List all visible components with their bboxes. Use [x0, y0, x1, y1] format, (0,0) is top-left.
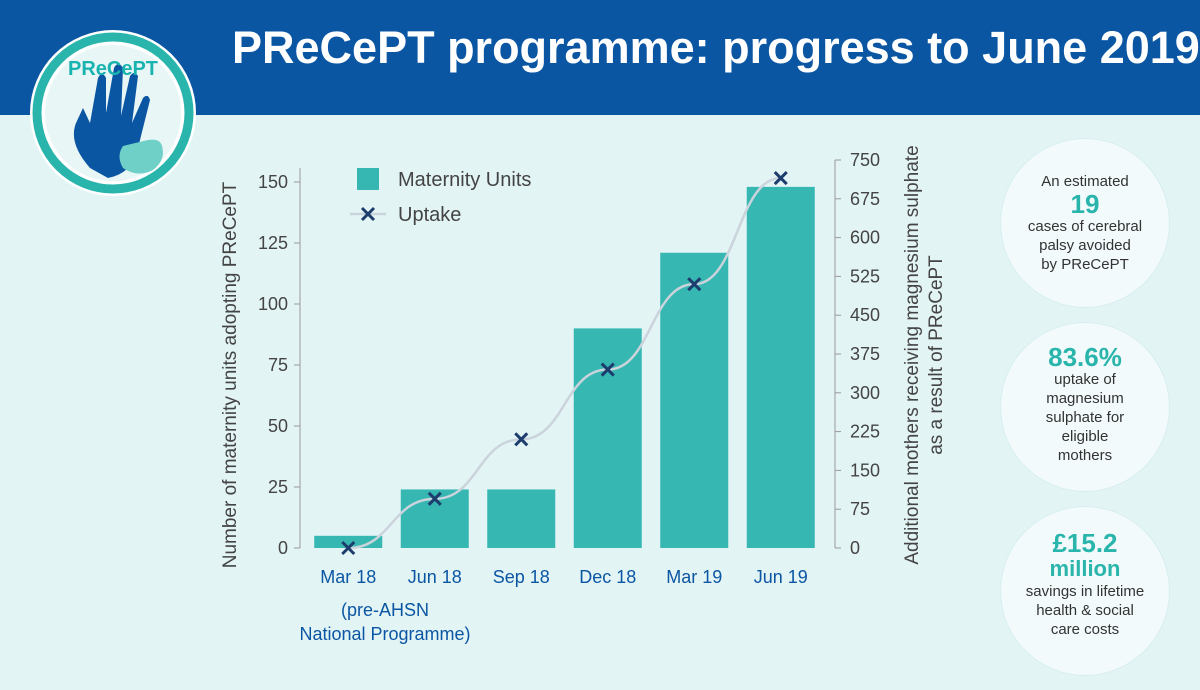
stat-value: 83.6% [1048, 342, 1122, 372]
stat-value: 19 [1070, 189, 1100, 219]
y2-tick-label: 450 [850, 305, 880, 325]
y2-tick-label: 600 [850, 228, 880, 248]
uptake-marker [687, 277, 702, 292]
y2-tick-label: 0 [850, 538, 860, 558]
y2-tick-label: 225 [850, 422, 880, 442]
y-tick-label: 25 [268, 477, 288, 497]
stat-text-1: savings in lifetime [1025, 583, 1145, 600]
y2-tick-label: 150 [850, 460, 880, 480]
uptake-marker [427, 491, 442, 506]
y2-tick-label: 525 [850, 266, 880, 286]
x-tick-label: Mar 19 [666, 567, 722, 587]
x-tick-label: Jun 19 [754, 567, 808, 587]
y2-tick-label: 375 [850, 344, 880, 364]
footnote-line-1: (pre-AHSN [340, 600, 429, 620]
uptake-marker-stroke [427, 491, 442, 506]
stat-text-2: health & social [1036, 602, 1134, 619]
y-tick-label: 150 [258, 172, 288, 192]
stat-text-1: uptake of [1054, 371, 1116, 388]
stat-text-5: mothers [1057, 447, 1113, 464]
stat-text-3: by PReCePT [1041, 256, 1129, 273]
stat-text-4: eligible [1061, 428, 1109, 445]
legend-swatch-maternity-units [357, 168, 379, 190]
stat-prefix: An estimated [1041, 173, 1129, 190]
stat-text-2: palsy avoided [1039, 237, 1131, 254]
uptake-marker [600, 362, 615, 377]
hand-logo-icon [30, 30, 196, 196]
legend-marker-uptake [360, 206, 376, 222]
y2-axis-title: Additional mothers receiving magnesium s… [902, 145, 947, 564]
x-tick-label: Dec 18 [579, 567, 636, 587]
stat-text-2: magnesium [1046, 390, 1124, 407]
stat-text-3: care costs [1050, 621, 1120, 638]
y2-tick-label: 675 [850, 189, 880, 209]
header-banner: PReCePT programme: progress to June 2019 [0, 0, 1200, 115]
uptake-marker [773, 171, 788, 186]
footnote-line-2: National Programme) [299, 624, 471, 644]
y2-axis-title-line-2: as a result of PReCePT [926, 255, 947, 455]
y-tick-label: 50 [268, 416, 288, 436]
stat-savings: £15.2 million savings in lifetime health… [1000, 506, 1170, 676]
y-tick-label: 100 [258, 294, 288, 314]
stat-uptake: 83.6% uptake of magnesium sulphate for e… [1000, 322, 1170, 492]
bar [660, 252, 729, 548]
stat-cerebral-palsy: An estimated 19 cases of cerebral palsy … [1000, 138, 1170, 308]
y-tick-label: 75 [268, 355, 288, 375]
x-tick-label: Jun 18 [408, 567, 462, 587]
y2-tick-label: 750 [850, 150, 880, 170]
uptake-marker-stroke [341, 540, 356, 556]
uptake-marker-stroke [773, 171, 788, 186]
uptake-marker [341, 540, 356, 556]
legend-label-maternity-units: Maternity Units [398, 169, 531, 191]
footnote: (pre-AHSN National Programme) [280, 598, 490, 646]
bar [746, 186, 815, 548]
y2-axis-title-line-1: Additional mothers receiving magnesium s… [902, 145, 923, 564]
page-title: PReCePT programme: progress to June 2019 [232, 22, 1200, 73]
uptake-marker-stroke [514, 432, 529, 447]
y-axis-title: Number of maternity units adopting PReCe… [220, 181, 241, 568]
stat-value: £15.2 [1052, 528, 1118, 558]
x-tick-label: Sep 18 [493, 567, 550, 587]
y2-tick-label: 300 [850, 383, 880, 403]
stat-text-1: cases of cerebral [1027, 218, 1143, 235]
precept-logo: PReCePT [28, 28, 198, 198]
y2-tick-label: 75 [850, 499, 870, 519]
y-tick-label: 125 [258, 233, 288, 253]
stat-text-3: sulphate for [1045, 409, 1125, 426]
uptake-marker [514, 432, 529, 447]
y-tick-label: 0 [278, 538, 288, 558]
stat-value-unit: million [1049, 556, 1121, 581]
uptake-line [348, 176, 781, 550]
x-tick-label: Mar 18 [320, 567, 376, 587]
bar [573, 328, 642, 548]
legend-label-uptake: Uptake [398, 204, 461, 226]
bar [487, 489, 556, 548]
chart: 0 25 50 75 100 125 150 0 75 150 225 300 375 450 525 600… [220, 145, 947, 587]
uptake-marker-stroke [687, 277, 702, 292]
uptake-marker-stroke [600, 362, 615, 377]
logo-text: PReCePT [67, 58, 159, 80]
